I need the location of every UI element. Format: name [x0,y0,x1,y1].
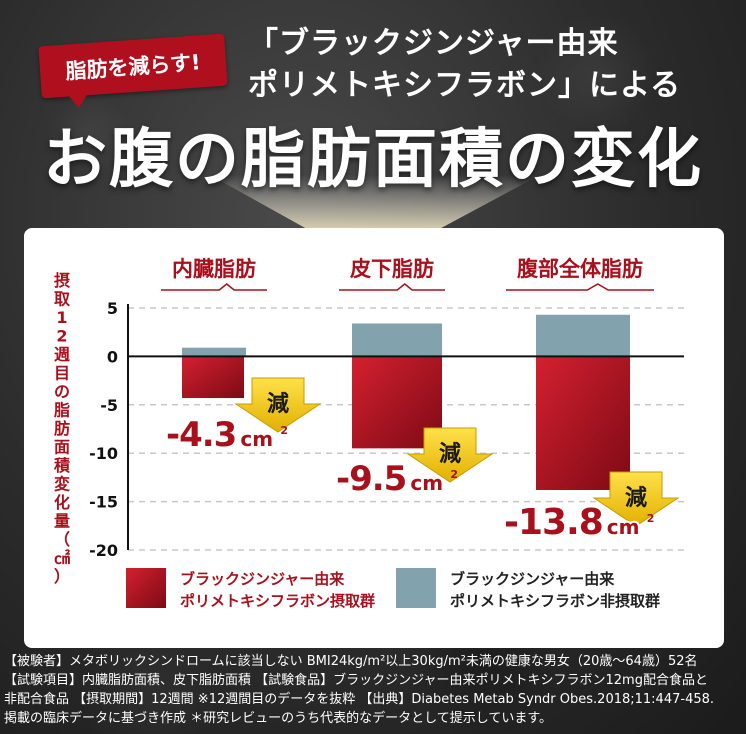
value-unit-sup: 2 [647,512,655,525]
value-label: -4.3 [166,415,236,455]
category-underline [339,283,445,291]
y-axis-label-char: 取 [54,290,70,309]
subtitle-line-1: 「ブラックジンジャー由来 [248,26,619,61]
subtitle-line-2: ポリメトキシフラボン」による [248,68,682,103]
y-axis-label-char: の [54,382,70,401]
y-axis-label-char: 週 [54,345,70,364]
category-underline [161,283,267,291]
y-axis-label-char: ㎠ [54,549,70,568]
category-label: 皮下脂肪 [350,257,434,281]
legend-swatch-treated [126,568,166,608]
category-underline [506,283,654,291]
category-label: 腹部全体脂肪 [517,257,643,281]
reduction-badge: 減 [439,442,461,467]
legend-label-control-2: ポリメトキシフラボン非摂取群 [450,592,660,610]
promo-badge-label: 脂肪を減らす! [64,50,202,84]
down-arrow-icon [234,377,322,433]
category-label: 内臓脂肪 [172,257,256,281]
y-axis-label-char: 面 [54,438,70,457]
value-unit: cm [607,515,640,539]
chart-panel: 摂取 1 2 週目の脂肪面積変化量（㎠） 5 0 -5 -10 -15 -20 内臓脂肪 皮下脂肪 腹部… [24,228,724,648]
y-axis-label-char: （ [54,530,70,549]
down-arrow-icon [406,427,494,483]
reduction-badge: 減 [625,486,647,511]
legend-label-treated-1: ブラックジンジャー由来 [180,570,345,588]
y-axis-label-char: 脂 [54,401,70,420]
value-label: -13.8 [504,502,603,543]
note-line: 非配合食品 【摂取期間】12週間 ※12週間目のデータを抜粋 【出典】Diabe… [4,692,715,707]
y-axis-label-char: 化 [54,493,70,512]
value-unit-sup: 2 [280,424,288,437]
y-axis-label-char: 量 [54,512,70,531]
down-arrow-icon [592,471,680,527]
value-unit: cm [240,427,273,451]
value-label: -9.5 [336,459,406,499]
y-tick-label: -5 [100,396,118,415]
y-tick-label: 0 [107,347,118,366]
note-line: 掲載の臨床データに基づき作成 ＊研究レビューのうち代表的なデータとして提示してい… [4,711,553,726]
legend-label-treated-2: ポリメトキシフラボン摂取群 [180,592,375,610]
bar-treated [182,356,244,399]
y-tick-label: -10 [89,444,118,463]
bar-control [352,323,442,357]
y-axis-label-char: 目 [54,364,70,383]
y-tick-label: -20 [89,541,118,560]
reduction-badge: 減 [267,392,289,417]
bar-treated [536,356,630,490]
bar-control [536,314,630,357]
y-axis-label-char: ） [54,567,70,586]
y-axis-label-char: 肪 [54,419,70,438]
y-tick-label: 5 [107,299,118,318]
page-title: お腹の脂肪面積の変化 [43,123,703,197]
note-line: 【試験項目】内臓脂肪面積、皮下脂肪面積 【試験食品】ブラックジンジャー由来ポリメ… [4,673,708,688]
y-axis-label-char: 積 [53,456,71,475]
y-axis-label-char: 摂 [54,271,70,290]
note-line: 【被験者】メタボリックシンドロームに該当しない BMI24kg/m²以上30kg… [4,654,698,669]
legend-swatch-control [396,568,436,608]
legend-label-control-1: ブラックジンジャー由来 [450,570,615,588]
y-tick-label: -15 [89,493,118,512]
study-notes: 【被験者】メタボリックシンドロームに該当しない BMI24kg/m²以上30kg… [4,652,744,728]
value-unit-sup: 2 [450,468,458,481]
y-axis-label-char: 変 [54,475,70,494]
y-axis-label-char: 2 [56,327,67,346]
value-unit: cm [410,471,443,495]
y-axis-label-char: 1 [56,308,67,327]
bar-control [182,347,246,357]
